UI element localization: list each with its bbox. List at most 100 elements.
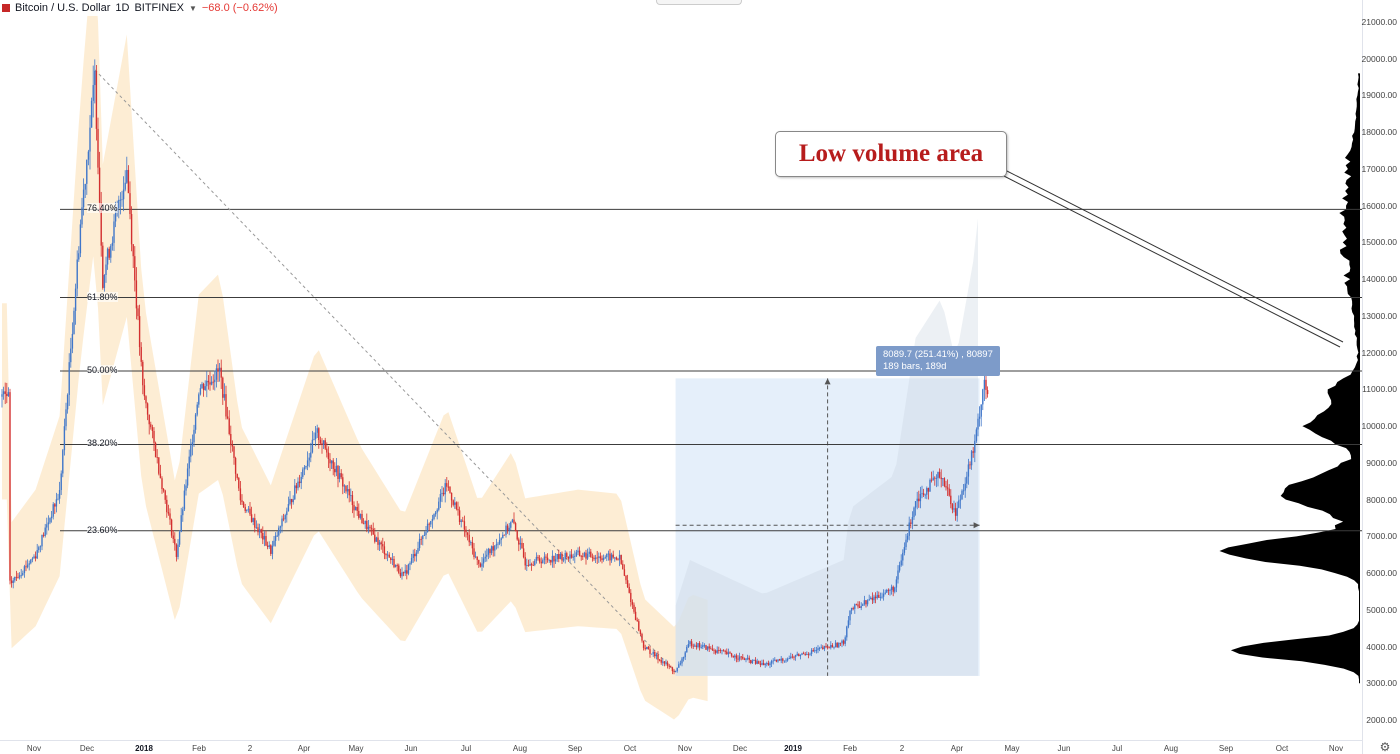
candle-body bbox=[434, 512, 437, 515]
candle-body bbox=[586, 553, 589, 559]
candle-body bbox=[63, 426, 66, 451]
candle-body bbox=[442, 492, 445, 495]
gear-icon[interactable]: ⚙ bbox=[1379, 740, 1391, 754]
candle-body bbox=[865, 600, 867, 605]
candle-body bbox=[700, 647, 702, 648]
candle-body bbox=[284, 515, 286, 520]
candle-body bbox=[345, 485, 347, 492]
candle-body bbox=[898, 565, 901, 571]
time-tick-label: 2019 bbox=[784, 744, 802, 753]
candle-body bbox=[268, 545, 270, 547]
candle-body bbox=[770, 661, 773, 664]
candle-body bbox=[554, 559, 557, 562]
candle-body bbox=[978, 416, 981, 419]
candle-body bbox=[380, 542, 382, 545]
candle-body bbox=[338, 473, 341, 479]
candle-body bbox=[126, 169, 128, 183]
candle-body bbox=[817, 648, 819, 650]
candle-body bbox=[695, 645, 698, 647]
measure-arrow-head bbox=[824, 378, 831, 385]
candle-body bbox=[396, 565, 398, 566]
candle-body bbox=[710, 648, 712, 650]
candle-body bbox=[630, 592, 632, 603]
candle-body bbox=[798, 653, 800, 657]
candle-body bbox=[41, 534, 43, 547]
candle-body bbox=[794, 655, 797, 658]
candle-body bbox=[415, 552, 418, 557]
price-axis[interactable]: 2000.00 3000.00 4000.00 5000.00 6000.00 7000.… bbox=[1362, 0, 1400, 754]
candle-body bbox=[665, 662, 667, 664]
candle-body bbox=[47, 522, 50, 525]
price-tick-label: 17000.00 bbox=[1361, 163, 1397, 174]
candle-body bbox=[185, 485, 187, 491]
candle-body bbox=[49, 518, 51, 523]
price-tick-label: 5000.00 bbox=[1366, 604, 1397, 615]
candle-body bbox=[521, 542, 523, 549]
candle-body bbox=[191, 442, 194, 446]
low-volume-callout[interactable]: Low volume area bbox=[775, 131, 1007, 177]
callout-pointer-1 bbox=[999, 173, 1341, 348]
candle-body bbox=[95, 70, 98, 129]
candle-body bbox=[220, 367, 222, 378]
candle-body bbox=[946, 487, 949, 489]
candle-body bbox=[410, 557, 413, 564]
candle-body bbox=[335, 465, 338, 473]
candle-body bbox=[406, 570, 408, 574]
candle-body bbox=[844, 637, 846, 644]
candle-body bbox=[721, 650, 723, 652]
candle-body bbox=[108, 248, 110, 258]
candle-body bbox=[159, 473, 162, 479]
chevron-down-icon[interactable]: ▼ bbox=[188, 3, 197, 13]
candle-body bbox=[422, 535, 424, 539]
candle-body bbox=[791, 656, 794, 658]
candle-body bbox=[801, 653, 803, 655]
candle-body bbox=[545, 556, 547, 558]
candle-body bbox=[103, 274, 106, 288]
candle-body bbox=[497, 543, 499, 545]
candle-body bbox=[785, 660, 787, 662]
candle-body bbox=[353, 505, 355, 511]
interval-label[interactable]: 1D bbox=[115, 2, 130, 14]
candle-body bbox=[874, 596, 877, 599]
candle-body bbox=[414, 554, 416, 557]
candle-body bbox=[602, 558, 605, 560]
candle-body bbox=[324, 440, 326, 449]
candle-body bbox=[929, 479, 931, 492]
candle-body bbox=[482, 558, 485, 564]
candle-body bbox=[831, 645, 834, 648]
candle-body bbox=[465, 529, 467, 533]
candle-body bbox=[828, 647, 830, 649]
pane-handle[interactable] bbox=[656, 0, 742, 5]
candle-body bbox=[532, 564, 534, 566]
candle-body bbox=[662, 661, 664, 663]
candle-body bbox=[393, 558, 395, 568]
candle-body bbox=[878, 594, 880, 598]
candle-body bbox=[68, 362, 70, 395]
candle-body bbox=[924, 494, 926, 496]
candle-body bbox=[23, 566, 26, 574]
time-axis[interactable]: Nov Dec 2018 Feb 2 Apr May Jun Jul Aug Sep Oct Nov De… bbox=[0, 740, 1362, 754]
candle-body bbox=[943, 478, 946, 487]
symbol-header[interactable]: Bitcoin / U.S. Dollar 1D BITFINEX ▼ −68.… bbox=[0, 0, 278, 16]
candle-body bbox=[682, 657, 685, 659]
candle-body bbox=[148, 414, 150, 425]
candle-body bbox=[470, 542, 472, 543]
candle-body bbox=[358, 510, 360, 518]
candle-body bbox=[746, 657, 749, 659]
candle-body bbox=[82, 189, 85, 208]
candle-body bbox=[233, 446, 235, 458]
candle-body bbox=[750, 659, 752, 664]
candle-body bbox=[206, 380, 208, 387]
candle-body bbox=[366, 520, 368, 530]
candle-body bbox=[745, 658, 747, 660]
measure-range-layer bbox=[675, 218, 980, 676]
candle-body bbox=[145, 396, 147, 404]
candle-body bbox=[572, 556, 574, 558]
candle-body bbox=[263, 536, 266, 540]
candle-body bbox=[914, 501, 917, 508]
candle-body bbox=[585, 552, 587, 559]
candle-body bbox=[71, 333, 74, 349]
candle-body bbox=[894, 587, 896, 592]
candle-body bbox=[386, 554, 389, 556]
